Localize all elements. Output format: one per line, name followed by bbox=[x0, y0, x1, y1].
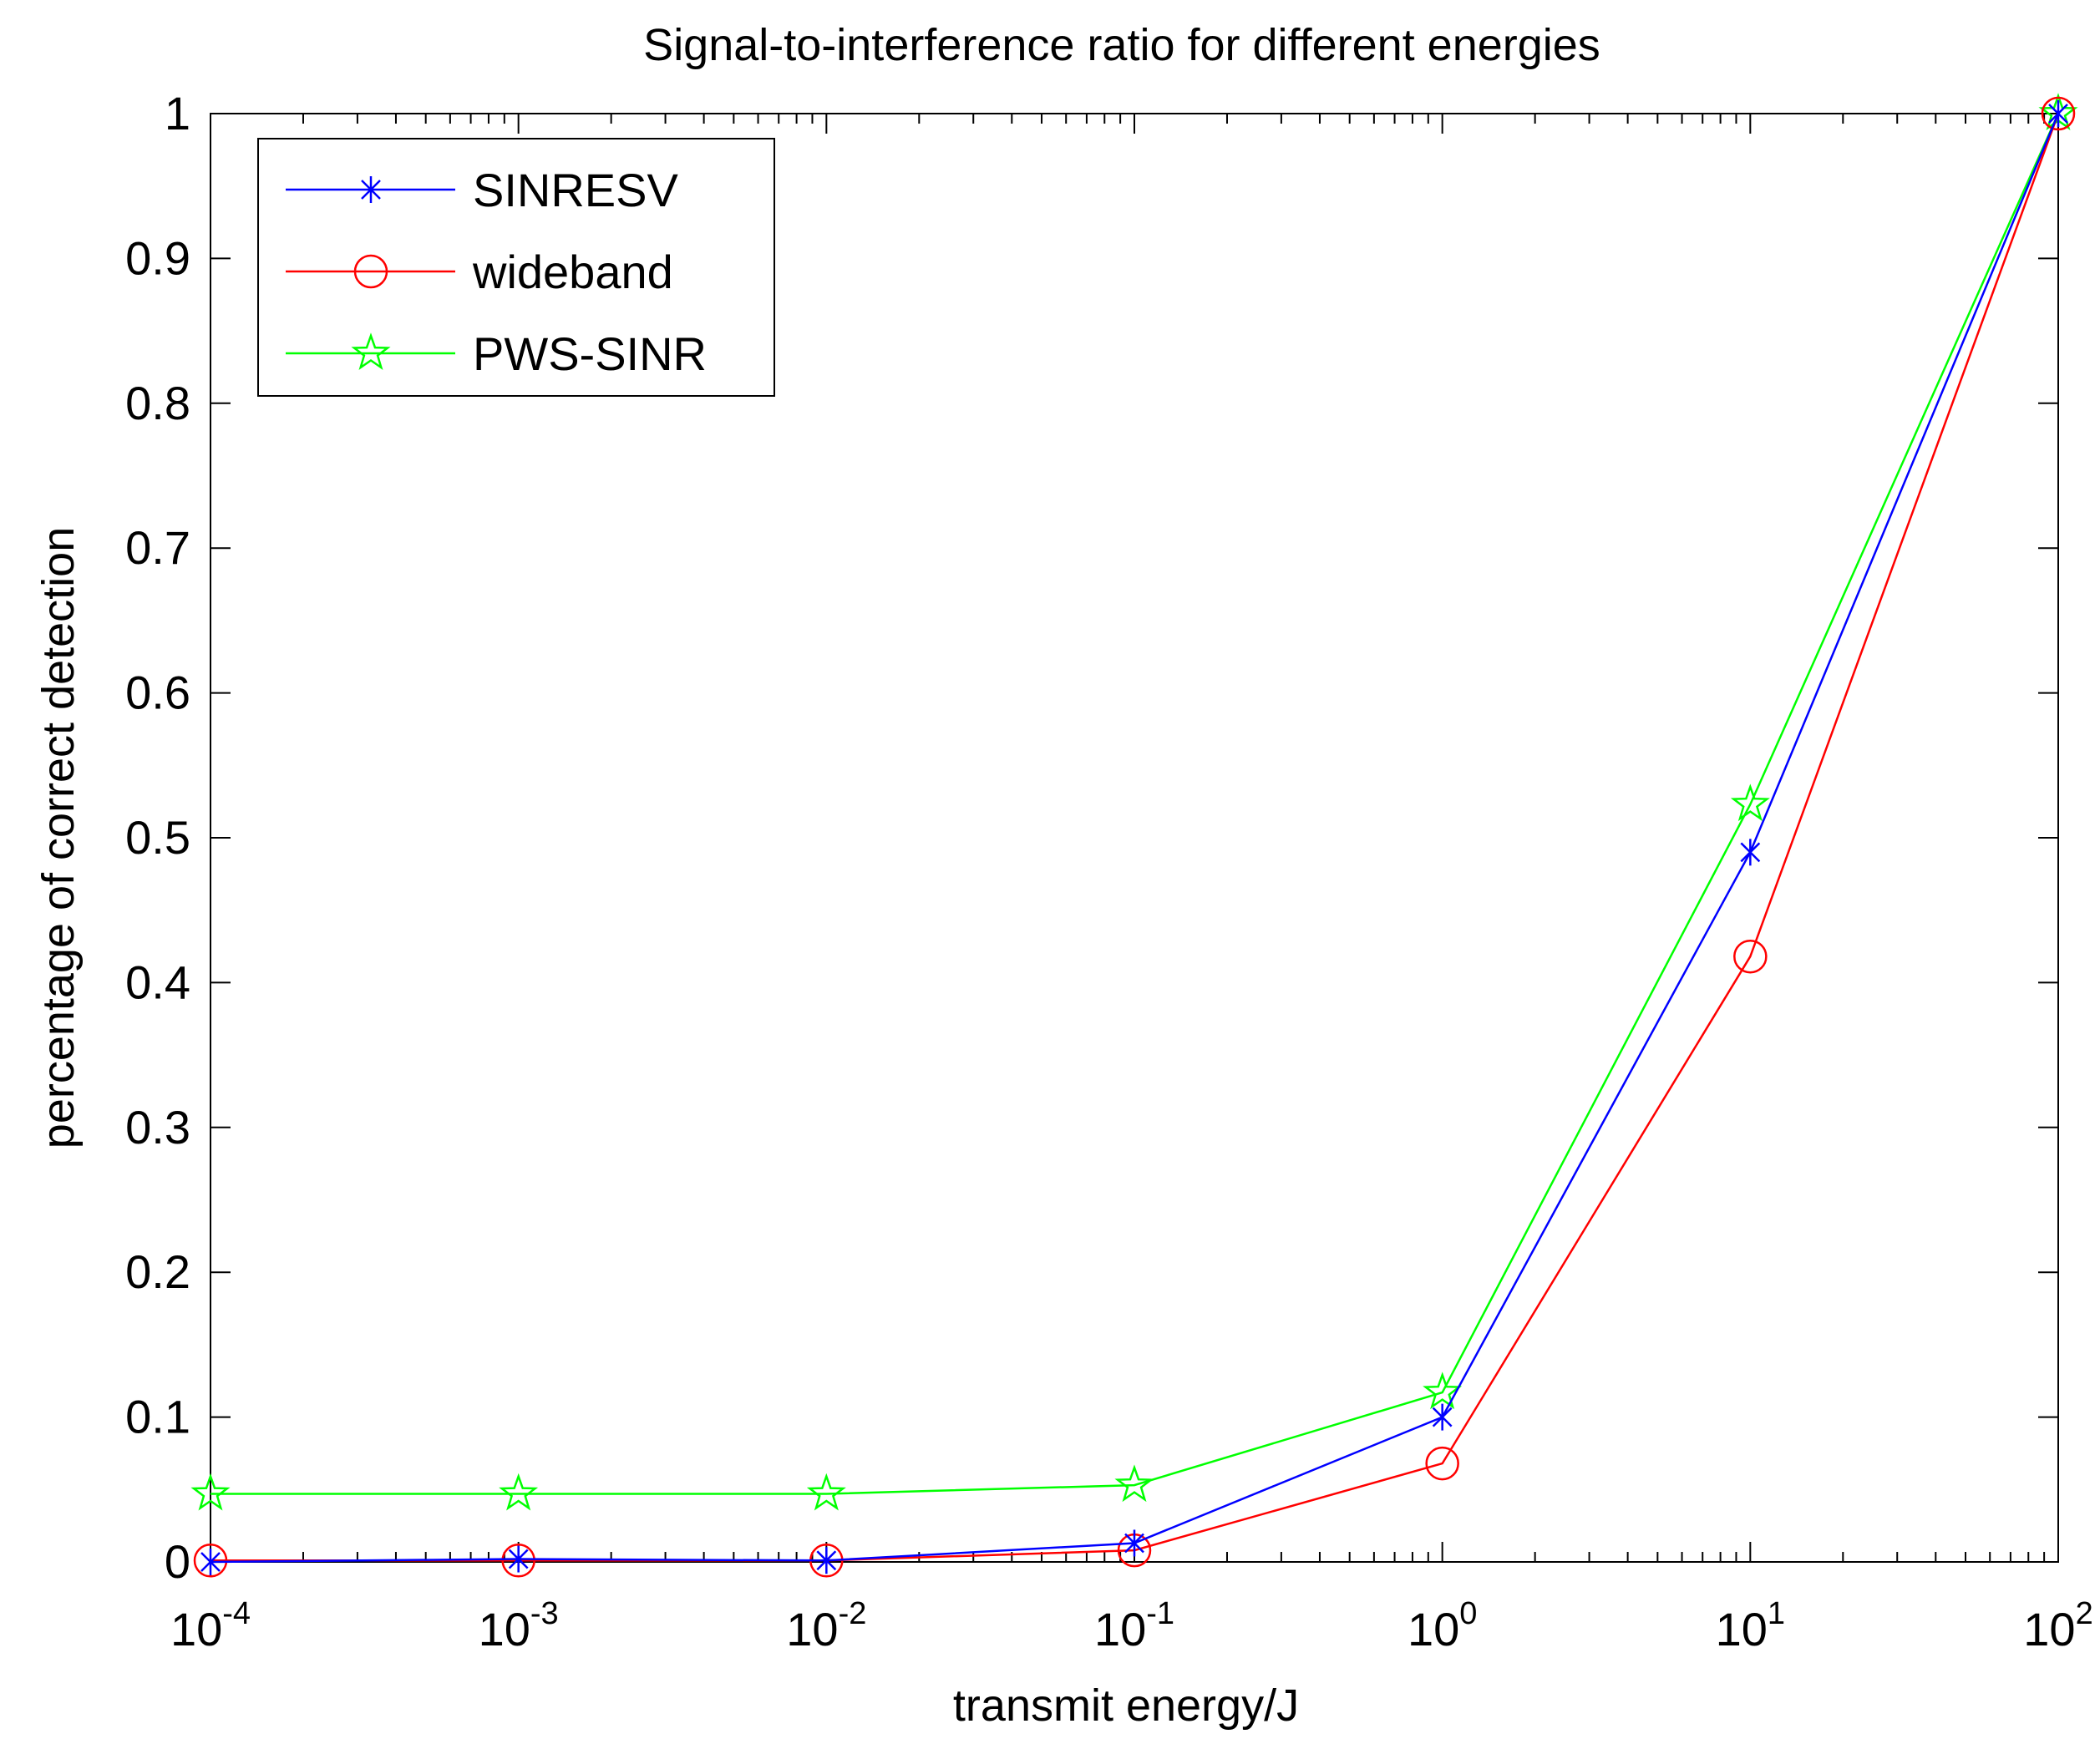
y-tick-label: 0.4 bbox=[125, 956, 190, 1008]
data-point bbox=[1114, 1464, 1154, 1503]
data-point bbox=[193, 1544, 228, 1578]
data-point bbox=[2048, 100, 2068, 127]
legend-item-wideband: wideband bbox=[286, 246, 673, 298]
data-point bbox=[1124, 1529, 1144, 1557]
y-axis-ticks: 0 0.1 0.2 0.3 0.4 0.5 0.6 0.7 0.8 0.9 1 bbox=[125, 87, 2058, 1588]
data-point bbox=[1432, 1403, 1453, 1431]
data-point bbox=[1740, 839, 1761, 866]
data-point bbox=[1730, 783, 1770, 822]
data-point bbox=[190, 1473, 231, 1511]
data-point bbox=[1733, 939, 1768, 974]
y-axis-label: percentage of correct detection bbox=[33, 527, 84, 1148]
x-tick-label: 10-1 bbox=[1094, 1596, 1174, 1655]
data-point bbox=[806, 1473, 846, 1511]
legend-marker bbox=[361, 176, 381, 203]
x-tick-label: 10-3 bbox=[479, 1596, 559, 1655]
y-tick-label: 0.8 bbox=[125, 377, 190, 429]
x-axis-label: transmit energy/J bbox=[953, 1681, 1299, 1731]
data-point bbox=[499, 1473, 539, 1511]
y-tick-label: 0 bbox=[165, 1535, 190, 1588]
data-point bbox=[200, 1549, 221, 1575]
legend-label: SINRESV bbox=[473, 164, 678, 216]
x-tick-label: 10-4 bbox=[170, 1596, 251, 1655]
x-tick-label: 102 bbox=[2023, 1596, 2092, 1655]
x-axis-ticks: 10-4 10-3 10-2 10-1 100 101 102 bbox=[170, 114, 2093, 1655]
legend-marker bbox=[353, 254, 388, 289]
y-tick-label: 0.3 bbox=[125, 1101, 190, 1153]
y-tick-label: 0.6 bbox=[125, 667, 190, 719]
legend-label: PWS-SINR bbox=[473, 327, 707, 380]
y-tick-label: 0.9 bbox=[125, 231, 190, 284]
x-tick-label: 101 bbox=[1716, 1596, 1785, 1655]
data-point bbox=[1425, 1446, 1459, 1481]
y-tick-label: 0.7 bbox=[125, 521, 190, 574]
data-point bbox=[816, 1547, 837, 1574]
legend-item-sinresv: SINRESV bbox=[286, 164, 678, 216]
legend-marker bbox=[351, 332, 391, 371]
data-point bbox=[501, 1544, 535, 1578]
data-point bbox=[508, 1545, 529, 1573]
x-tick-label: 10-2 bbox=[786, 1596, 866, 1655]
legend-label: wideband bbox=[472, 246, 673, 298]
y-tick-label: 0.2 bbox=[125, 1245, 190, 1298]
series-sinresv bbox=[200, 100, 2068, 1575]
series-layer bbox=[190, 93, 2078, 1578]
data-point bbox=[2041, 96, 2076, 131]
y-tick-label: 0.1 bbox=[125, 1391, 190, 1443]
legend: SINRESV wideband PWS-SINR bbox=[257, 138, 775, 397]
data-point bbox=[1423, 1371, 1463, 1410]
legend-item-pws-sinr: PWS-SINR bbox=[286, 327, 707, 380]
plot-area: 10-4 10-3 10-2 10-1 100 101 102 00.10.20.30.40… bbox=[125, 87, 2093, 1655]
y-tick-label: 1 bbox=[165, 87, 190, 139]
chart-title: Signal-to-interference ratio for differe… bbox=[643, 20, 1600, 70]
y-tick-label: 0.5 bbox=[125, 811, 190, 864]
x-tick-label: 100 bbox=[1408, 1596, 1477, 1655]
series-line bbox=[211, 113, 2060, 1495]
